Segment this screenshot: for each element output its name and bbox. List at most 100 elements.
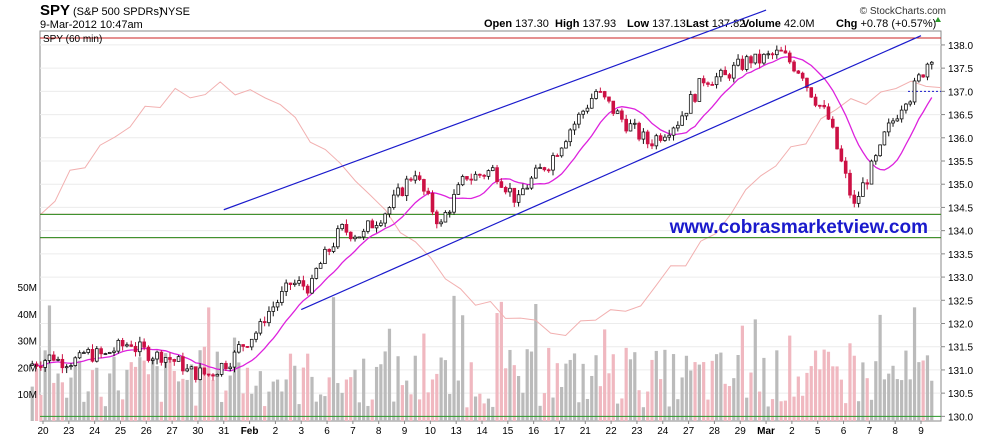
candle-body: [60, 358, 65, 369]
candle-body: [292, 282, 297, 285]
volume-bar: [86, 391, 90, 421]
candle-body: [357, 236, 362, 239]
x-tick-label: 25: [115, 426, 127, 437]
volume-bar: [835, 366, 839, 421]
chart-header: SPY (S&P 500 SPDRs) NYSE © StockCharts.c…: [40, 2, 946, 31]
candle-body: [30, 363, 35, 366]
candle-body: [908, 101, 913, 105]
candle-body: [452, 193, 456, 213]
volume-bar: [628, 359, 633, 421]
candle-body: [193, 366, 198, 380]
candle-body: [185, 368, 189, 372]
volume-bar: [164, 353, 168, 421]
candle-body: [473, 173, 478, 181]
candle-body: [917, 74, 921, 82]
candle-body: [749, 56, 753, 64]
x-tick-label: 8: [376, 426, 382, 437]
volume-bar: [331, 297, 336, 421]
candle-body: [469, 178, 474, 181]
candle-body: [852, 194, 857, 204]
candle-body: [874, 155, 878, 162]
candle-body: [314, 267, 319, 279]
volume-bar: [826, 351, 831, 421]
volume-tick-label: 30M: [18, 337, 37, 348]
candle-body: [671, 127, 676, 136]
x-tick-label: 9: [402, 426, 408, 437]
volume-bar: [228, 375, 232, 421]
y-tick-label: 130.0: [948, 412, 973, 423]
candle-body: [848, 172, 852, 196]
stat-volume: Volume 42.0M: [742, 18, 815, 30]
volume-bar: [809, 366, 813, 421]
candle-body: [310, 277, 314, 294]
volume-bar: [770, 399, 775, 421]
candle-body: [163, 357, 168, 363]
candle-body: [181, 356, 185, 372]
candle-body: [658, 135, 663, 141]
volume-bar: [702, 362, 706, 421]
volume-bar: [456, 380, 460, 421]
y-tick-label: 131.0: [948, 366, 973, 377]
x-tick-label: 6: [324, 426, 330, 437]
volume-bar: [52, 382, 56, 421]
stat-low: Low 137.13: [627, 18, 686, 30]
volume-bar: [95, 367, 99, 421]
candle-body: [344, 223, 349, 233]
candle-body: [620, 110, 624, 120]
volume-bar: [215, 351, 219, 421]
y-tick-label: 132.0: [948, 320, 973, 331]
y-tick-label: 135.5: [948, 157, 973, 168]
candle-body: [383, 213, 387, 224]
volume-bar: [198, 350, 202, 421]
volume-bar: [306, 353, 310, 421]
volume-bar: [891, 365, 895, 421]
volume-bar: [792, 396, 796, 421]
volume-bar: [189, 364, 194, 421]
candle-body: [56, 358, 60, 361]
candle-body: [564, 141, 568, 149]
volume-bar: [848, 343, 852, 421]
candle-body: [512, 187, 517, 203]
candle-body: [559, 147, 564, 157]
volume-bar: [654, 350, 658, 421]
volume-bar: [116, 390, 120, 421]
volume-bar: [603, 329, 607, 421]
candle-body: [809, 87, 814, 98]
up-arrow-icon: [935, 17, 941, 22]
candle-body: [861, 182, 865, 197]
candle-body: [465, 176, 469, 180]
volume-bar: [271, 381, 275, 421]
volume-bar: [267, 391, 271, 421]
volume-bar: [659, 379, 663, 421]
volume-bar: [908, 379, 912, 421]
candle-body: [125, 344, 129, 347]
candle-body: [99, 348, 103, 355]
candle-body: [508, 187, 512, 193]
candle-body: [69, 365, 73, 368]
volume-bar: [611, 354, 615, 421]
volume-bar: [224, 390, 228, 421]
candle-body: [249, 338, 254, 348]
x-tick-label: 9: [918, 426, 924, 437]
candle-body: [516, 194, 521, 203]
volume-bar: [443, 360, 448, 421]
y-tick-label: 137.0: [948, 87, 973, 98]
candle-body: [47, 354, 52, 361]
volume-bar: [220, 401, 224, 421]
candle-body: [680, 115, 684, 126]
x-tick-label: 2: [273, 426, 279, 437]
candle-body: [142, 341, 146, 348]
volume-bar: [112, 356, 116, 421]
symbol-name: (S&P 500 SPDRs): [73, 6, 163, 18]
x-tick-label: 3: [298, 426, 304, 437]
candle-body: [116, 339, 121, 352]
volume-bar: [159, 401, 163, 421]
volume-bar: [766, 406, 770, 421]
volume-bar: [693, 362, 697, 421]
y-tick-label: 132.5: [948, 296, 973, 307]
volume-bars: [30, 295, 934, 421]
candle-body: [370, 220, 375, 229]
candle-body: [379, 222, 383, 226]
volume-bar: [319, 394, 323, 421]
volume-bar: [336, 383, 340, 421]
